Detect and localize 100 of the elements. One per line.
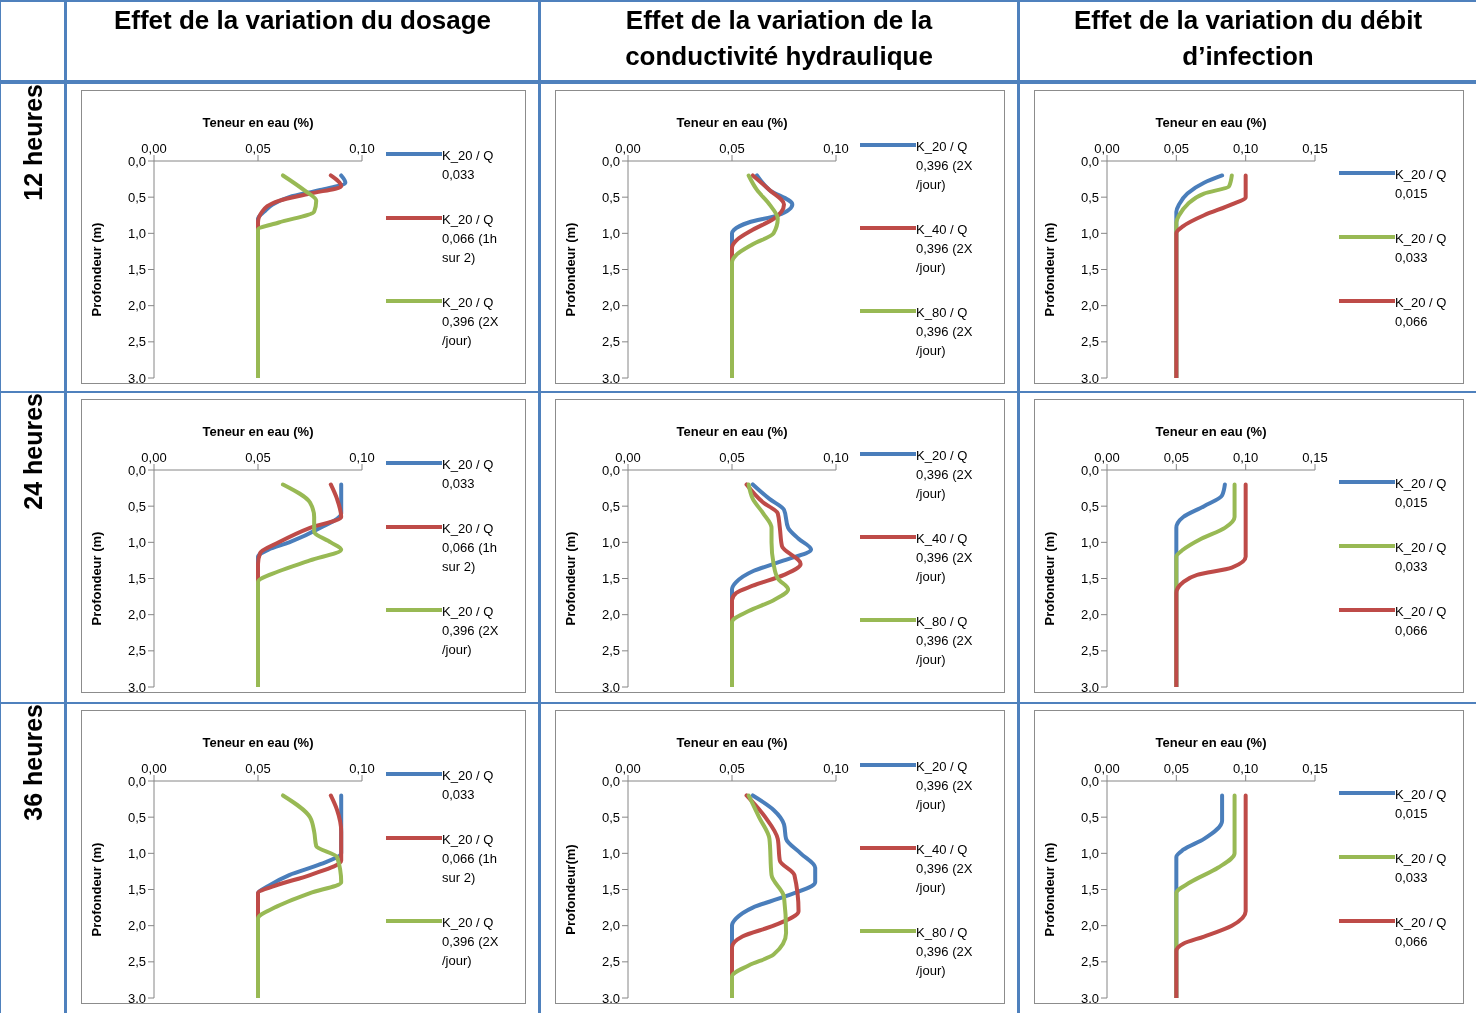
legend-label: K_40 / Q 0,396 (2X /jour) (916, 529, 974, 586)
legend-label: K_20 / Q 0,396 (2X /jour) (442, 294, 500, 350)
legend-label: K_80 / Q 0,396 (2X /jour) (916, 612, 974, 669)
legend-label: K_20 / Q 0,015 (1395, 475, 1448, 512)
x-tick-label: 0,15 (1302, 450, 1328, 465)
x-tick-label: 0,10 (823, 761, 849, 776)
text: Effet de la variation du dosage (113, 4, 492, 37)
x-tick-label: 0,00 (141, 761, 167, 776)
text: 36 heures (17, 704, 48, 821)
x-tick-label: 0,00 (615, 141, 641, 156)
y-tick-label: 2,0 (601, 918, 620, 934)
y-tick-label: 1,0 (601, 225, 620, 241)
y-tick-label: 1,5 (1080, 262, 1099, 278)
y-tick-label: 2,5 (601, 643, 620, 659)
legend-label: K_20 / Q 0,033 (1395, 230, 1448, 267)
legend-label: K_20 / Q 0,015 (1395, 786, 1448, 823)
x-axis-title: Teneur en eau (%) (676, 424, 788, 440)
y-tick-label: 0,5 (1080, 189, 1099, 205)
legend-label: K_20 / Q 0,066 (1395, 603, 1448, 640)
x-tick-label: 0,05 (719, 761, 745, 776)
y-tick-label: 2,0 (1080, 918, 1099, 934)
y-axis-title: Profondeur (m) (562, 531, 578, 626)
y-tick-label: 2,0 (1080, 607, 1099, 623)
x-axis-title: Teneur en eau (%) (202, 735, 314, 751)
y-tick-label: 2,5 (1080, 334, 1099, 350)
legend-label: K_80 / Q 0,396 (2X /jour) (916, 923, 974, 980)
x-tick-label: 0,10 (1233, 450, 1259, 465)
legend-label: K_20 / Q 0,396 (2X /jour) (916, 757, 974, 814)
y-tick-label: 1,5 (1080, 882, 1099, 898)
y-tick-label: 0,0 (601, 773, 620, 789)
x-tick-label: 0,00 (141, 141, 167, 156)
x-tick-label: 0,10 (1233, 141, 1259, 156)
y-axis-title: Profondeur (m) (1041, 842, 1057, 937)
y-tick-label: 1,5 (601, 882, 620, 898)
y-tick-label: 0,5 (127, 809, 146, 825)
y-tick-label: 2,5 (127, 954, 146, 970)
y-tick-label: 1,0 (127, 534, 146, 550)
y-tick-label: 0,0 (127, 153, 146, 169)
legend-label: K_40 / Q 0,396 (2X /jour) (916, 220, 974, 277)
x-tick-label: 0,15 (1302, 141, 1328, 156)
y-tick-label: 1,0 (127, 225, 146, 241)
y-tick-label: 0,5 (601, 498, 620, 514)
x-tick-label: 0,00 (1094, 450, 1120, 465)
legend-label: K_20 / Q 0,396 (2X /jour) (916, 446, 974, 503)
legend-label: K_20 / Q 0,066 (1395, 294, 1448, 331)
y-tick-label: 0,0 (1080, 153, 1099, 169)
text: 12 heures (17, 84, 48, 201)
legend-label: K_20 / Q 0,396 (2X /jour) (442, 603, 500, 659)
y-tick-label: 2,0 (127, 298, 146, 314)
y-tick-label: 1,0 (127, 845, 146, 861)
x-axis-title: Teneur en eau (%) (676, 735, 788, 751)
x-tick-label: 0,05 (719, 141, 745, 156)
x-tick-label: 0,05 (245, 761, 271, 776)
x-axis-title: Teneur en eau (%) (1155, 735, 1267, 751)
y-tick-label: 2,0 (1080, 298, 1099, 314)
legend-label: K_20 / Q 0,066 (1h sur 2) (442, 831, 498, 887)
y-tick-label: 0,0 (127, 773, 146, 789)
x-axis-title: Teneur en eau (%) (1155, 115, 1267, 131)
text: Effet de la variation du débit d’infection (1072, 4, 1424, 73)
x-tick-label: 0,00 (1094, 761, 1120, 776)
y-tick-label: 0,5 (601, 809, 620, 825)
x-tick-label: 0,05 (1163, 450, 1189, 465)
x-tick-label: 0,10 (349, 761, 375, 776)
x-tick-label: 0,10 (823, 141, 849, 156)
y-tick-label: 2,5 (127, 643, 146, 659)
legend-label: K_20 / Q 0,066 (1h sur 2) (442, 520, 498, 576)
x-axis-title: Teneur en eau (%) (1155, 424, 1267, 440)
y-tick-label: 2,5 (601, 334, 620, 350)
x-tick-label: 0,00 (615, 761, 641, 776)
legend-label: K_20 / Q 0,396 (2X /jour) (442, 914, 500, 970)
x-tick-label: 0,10 (349, 450, 375, 465)
y-tick-label: 2,5 (1080, 643, 1099, 659)
x-axis-title: Teneur en eau (%) (202, 115, 314, 131)
y-tick-label: 0,0 (1080, 773, 1099, 789)
x-tick-label: 0,05 (245, 450, 271, 465)
legend-label: K_20 / Q 0,033 (442, 147, 495, 184)
y-tick-label: 0,0 (601, 153, 620, 169)
legend-label: K_20 / Q 0,066 (1395, 914, 1448, 951)
y-tick-label: 0,5 (127, 498, 146, 514)
y-tick-label: 1,5 (127, 882, 146, 898)
legend-label: K_20 / Q 0,033 (442, 456, 495, 493)
x-tick-label: 0,10 (823, 450, 849, 465)
y-tick-label: 1,5 (127, 262, 146, 278)
y-tick-label: 0,5 (1080, 809, 1099, 825)
y-tick-label: 1,0 (601, 534, 620, 550)
legend-label: K_20 / Q 0,033 (1395, 539, 1448, 576)
y-tick-label: 2,5 (1080, 954, 1099, 970)
x-tick-label: 0,05 (719, 450, 745, 465)
legend-label: K_40 / Q 0,396 (2X /jour) (916, 840, 974, 897)
legend-label: K_20 / Q 0,396 (2X /jour) (916, 137, 974, 194)
x-tick-label: 0,00 (615, 450, 641, 465)
y-tick-label: 1,5 (127, 571, 146, 587)
x-tick-label: 0,05 (245, 141, 271, 156)
x-axis-title: Teneur en eau (%) (202, 424, 314, 440)
x-tick-label: 0,05 (1163, 761, 1189, 776)
y-axis-title: Profondeur (m) (1041, 531, 1057, 626)
y-axis-title: Profondeur (m) (88, 222, 104, 317)
y-tick-label: 1,0 (1080, 845, 1099, 861)
y-tick-label: 1,0 (601, 845, 620, 861)
y-axis-title: Profondeur (m) (562, 222, 578, 317)
